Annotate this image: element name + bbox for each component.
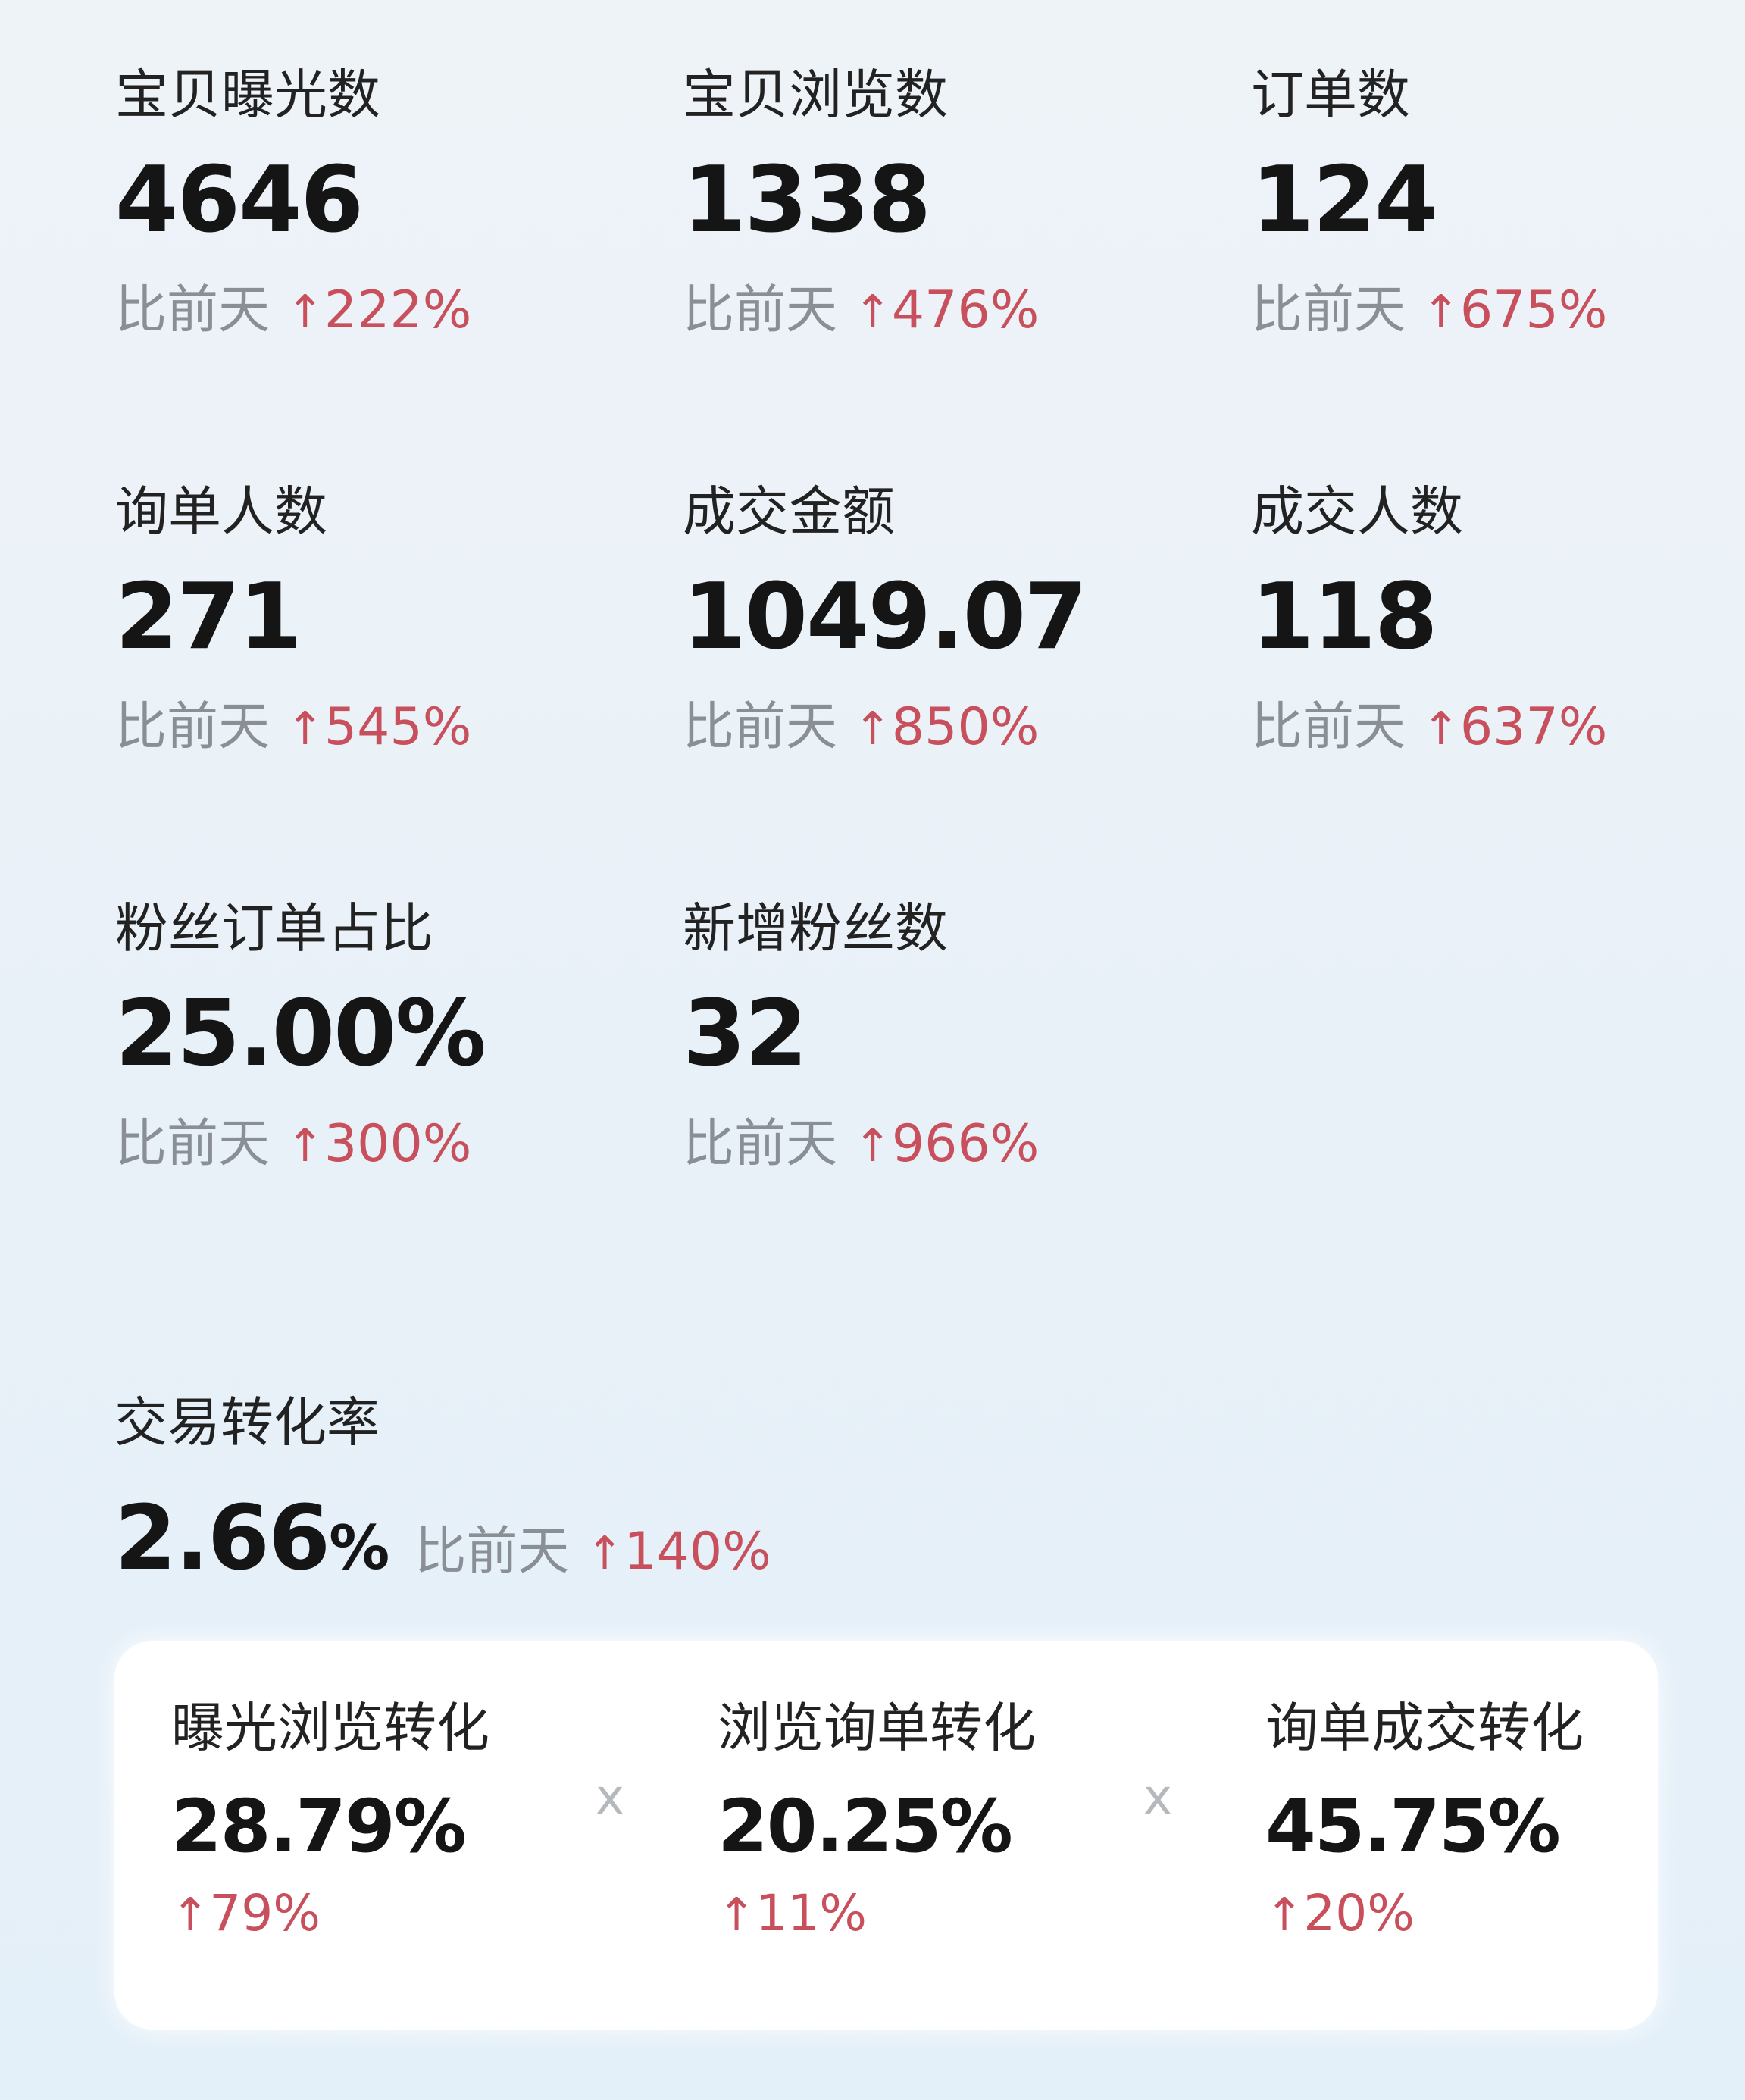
compare-label: 比前天 — [115, 697, 271, 757]
change-value: 966% — [891, 1114, 1040, 1174]
change-value: 300% — [324, 1114, 472, 1174]
step-value: 20.25% — [718, 1784, 1013, 1869]
compare-label: 比前天 — [683, 1114, 838, 1174]
metric-value: 124 — [1251, 148, 1437, 253]
metric-value: 1049.07 — [683, 565, 1088, 670]
compare-label: 比前天 — [1251, 280, 1406, 340]
metric-value: 118 — [1251, 565, 1437, 670]
change-value: 222% — [324, 280, 472, 340]
metric-change: 比前天 ↑850% — [683, 693, 1039, 763]
change-value: 675% — [1459, 280, 1608, 340]
arrow-up-icon: ↑ — [286, 1119, 324, 1172]
conversion-step: 询单成交转化 45.75% ↑20% — [1265, 1694, 1720, 1949]
conversion-breakdown-card: 曝光浏览转化 28.79% ↑79% x 浏览询单转化 20.25% ↑11% … — [114, 1641, 1658, 2030]
compare-label: 比前天 — [683, 697, 838, 757]
metric-change: 比前天 ↑545% — [115, 693, 471, 763]
change-value: 476% — [891, 280, 1040, 340]
step-label: 曝光浏览转化 — [171, 1697, 489, 1759]
metric-value: 271 — [115, 565, 302, 670]
change-value: 11% — [755, 1884, 867, 1942]
metric-value: 32 — [683, 981, 808, 1087]
change-value: 545% — [324, 697, 472, 757]
arrow-up-icon: ↑ — [853, 703, 892, 756]
conversion-rate-value: 2.66 — [114, 1485, 330, 1590]
change-value: 140% — [624, 1522, 771, 1582]
metric-label: 宝贝曝光数 — [115, 64, 380, 126]
arrow-up-icon: ↑ — [286, 286, 324, 339]
change-value: 850% — [891, 697, 1040, 757]
metric-label: 成交人数 — [1251, 480, 1463, 543]
step-label: 询单成交转化 — [1265, 1697, 1584, 1759]
metric-change: 比前天 ↑675% — [1251, 277, 1607, 346]
metric-label: 成交金额 — [683, 480, 895, 543]
multiply-separator: x — [1143, 1770, 1172, 1826]
step-change: ↑20% — [1265, 1879, 1720, 1949]
change-value: 20% — [1303, 1884, 1415, 1942]
metric-label: 新增粉丝数 — [683, 897, 948, 959]
step-change: ↑79% — [171, 1879, 626, 1949]
change-value: 79% — [209, 1884, 321, 1942]
step-change: ↑11% — [718, 1879, 1172, 1949]
metric-value: 25.00% — [115, 981, 486, 1087]
arrow-up-icon: ↑ — [853, 1119, 892, 1172]
arrow-up-icon: ↑ — [286, 703, 324, 756]
metric-label: 宝贝浏览数 — [683, 64, 948, 126]
step-label: 浏览询单转化 — [718, 1697, 1036, 1759]
compare-label: 比前天 — [683, 280, 838, 340]
metric-change: 比前天 ↑966% — [683, 1110, 1039, 1180]
conversion-rate-label: 交易转化率 — [114, 1391, 380, 1454]
step-value: 45.75% — [1265, 1784, 1561, 1869]
metric-change: 比前天 ↑476% — [683, 277, 1039, 346]
compare-label: 比前天 — [1251, 697, 1406, 757]
metric-value: 4646 — [115, 148, 364, 253]
conversion-rate-row: 2.66% 比前天 ↑140% — [114, 1485, 771, 1590]
change-value: 637% — [1459, 697, 1608, 757]
metric-label: 订单数 — [1251, 64, 1410, 126]
conversion-step: 浏览询单转化 20.25% ↑11% — [718, 1694, 1172, 1949]
arrow-up-icon: ↑ — [1265, 1889, 1304, 1942]
arrow-up-icon: ↑ — [171, 1889, 210, 1942]
arrow-up-icon: ↑ — [853, 286, 892, 339]
compare-label: 比前天 — [414, 1522, 570, 1582]
metric-change: 比前天 ↑222% — [115, 277, 471, 346]
metric-change: 比前天 ↑300% — [115, 1110, 471, 1180]
compare-label: 比前天 — [115, 280, 271, 340]
conversion-rate-unit: % — [329, 1513, 390, 1583]
step-value: 28.79% — [171, 1784, 467, 1869]
multiply-separator: x — [596, 1770, 624, 1826]
arrow-up-icon: ↑ — [718, 1889, 756, 1942]
compare-label: 比前天 — [115, 1114, 271, 1174]
arrow-up-icon: ↑ — [1421, 703, 1460, 756]
conversion-rate-change: 比前天 ↑140% — [414, 1522, 771, 1582]
metric-label: 询单人数 — [115, 480, 327, 543]
arrow-up-icon: ↑ — [1421, 286, 1460, 339]
conversion-step: 曝光浏览转化 28.79% ↑79% — [171, 1694, 626, 1949]
metric-value: 1338 — [683, 148, 931, 253]
metric-change: 比前天 ↑637% — [1251, 693, 1607, 763]
metric-label: 粉丝订单占比 — [115, 897, 433, 959]
arrow-up-icon: ↑ — [586, 1527, 624, 1580]
